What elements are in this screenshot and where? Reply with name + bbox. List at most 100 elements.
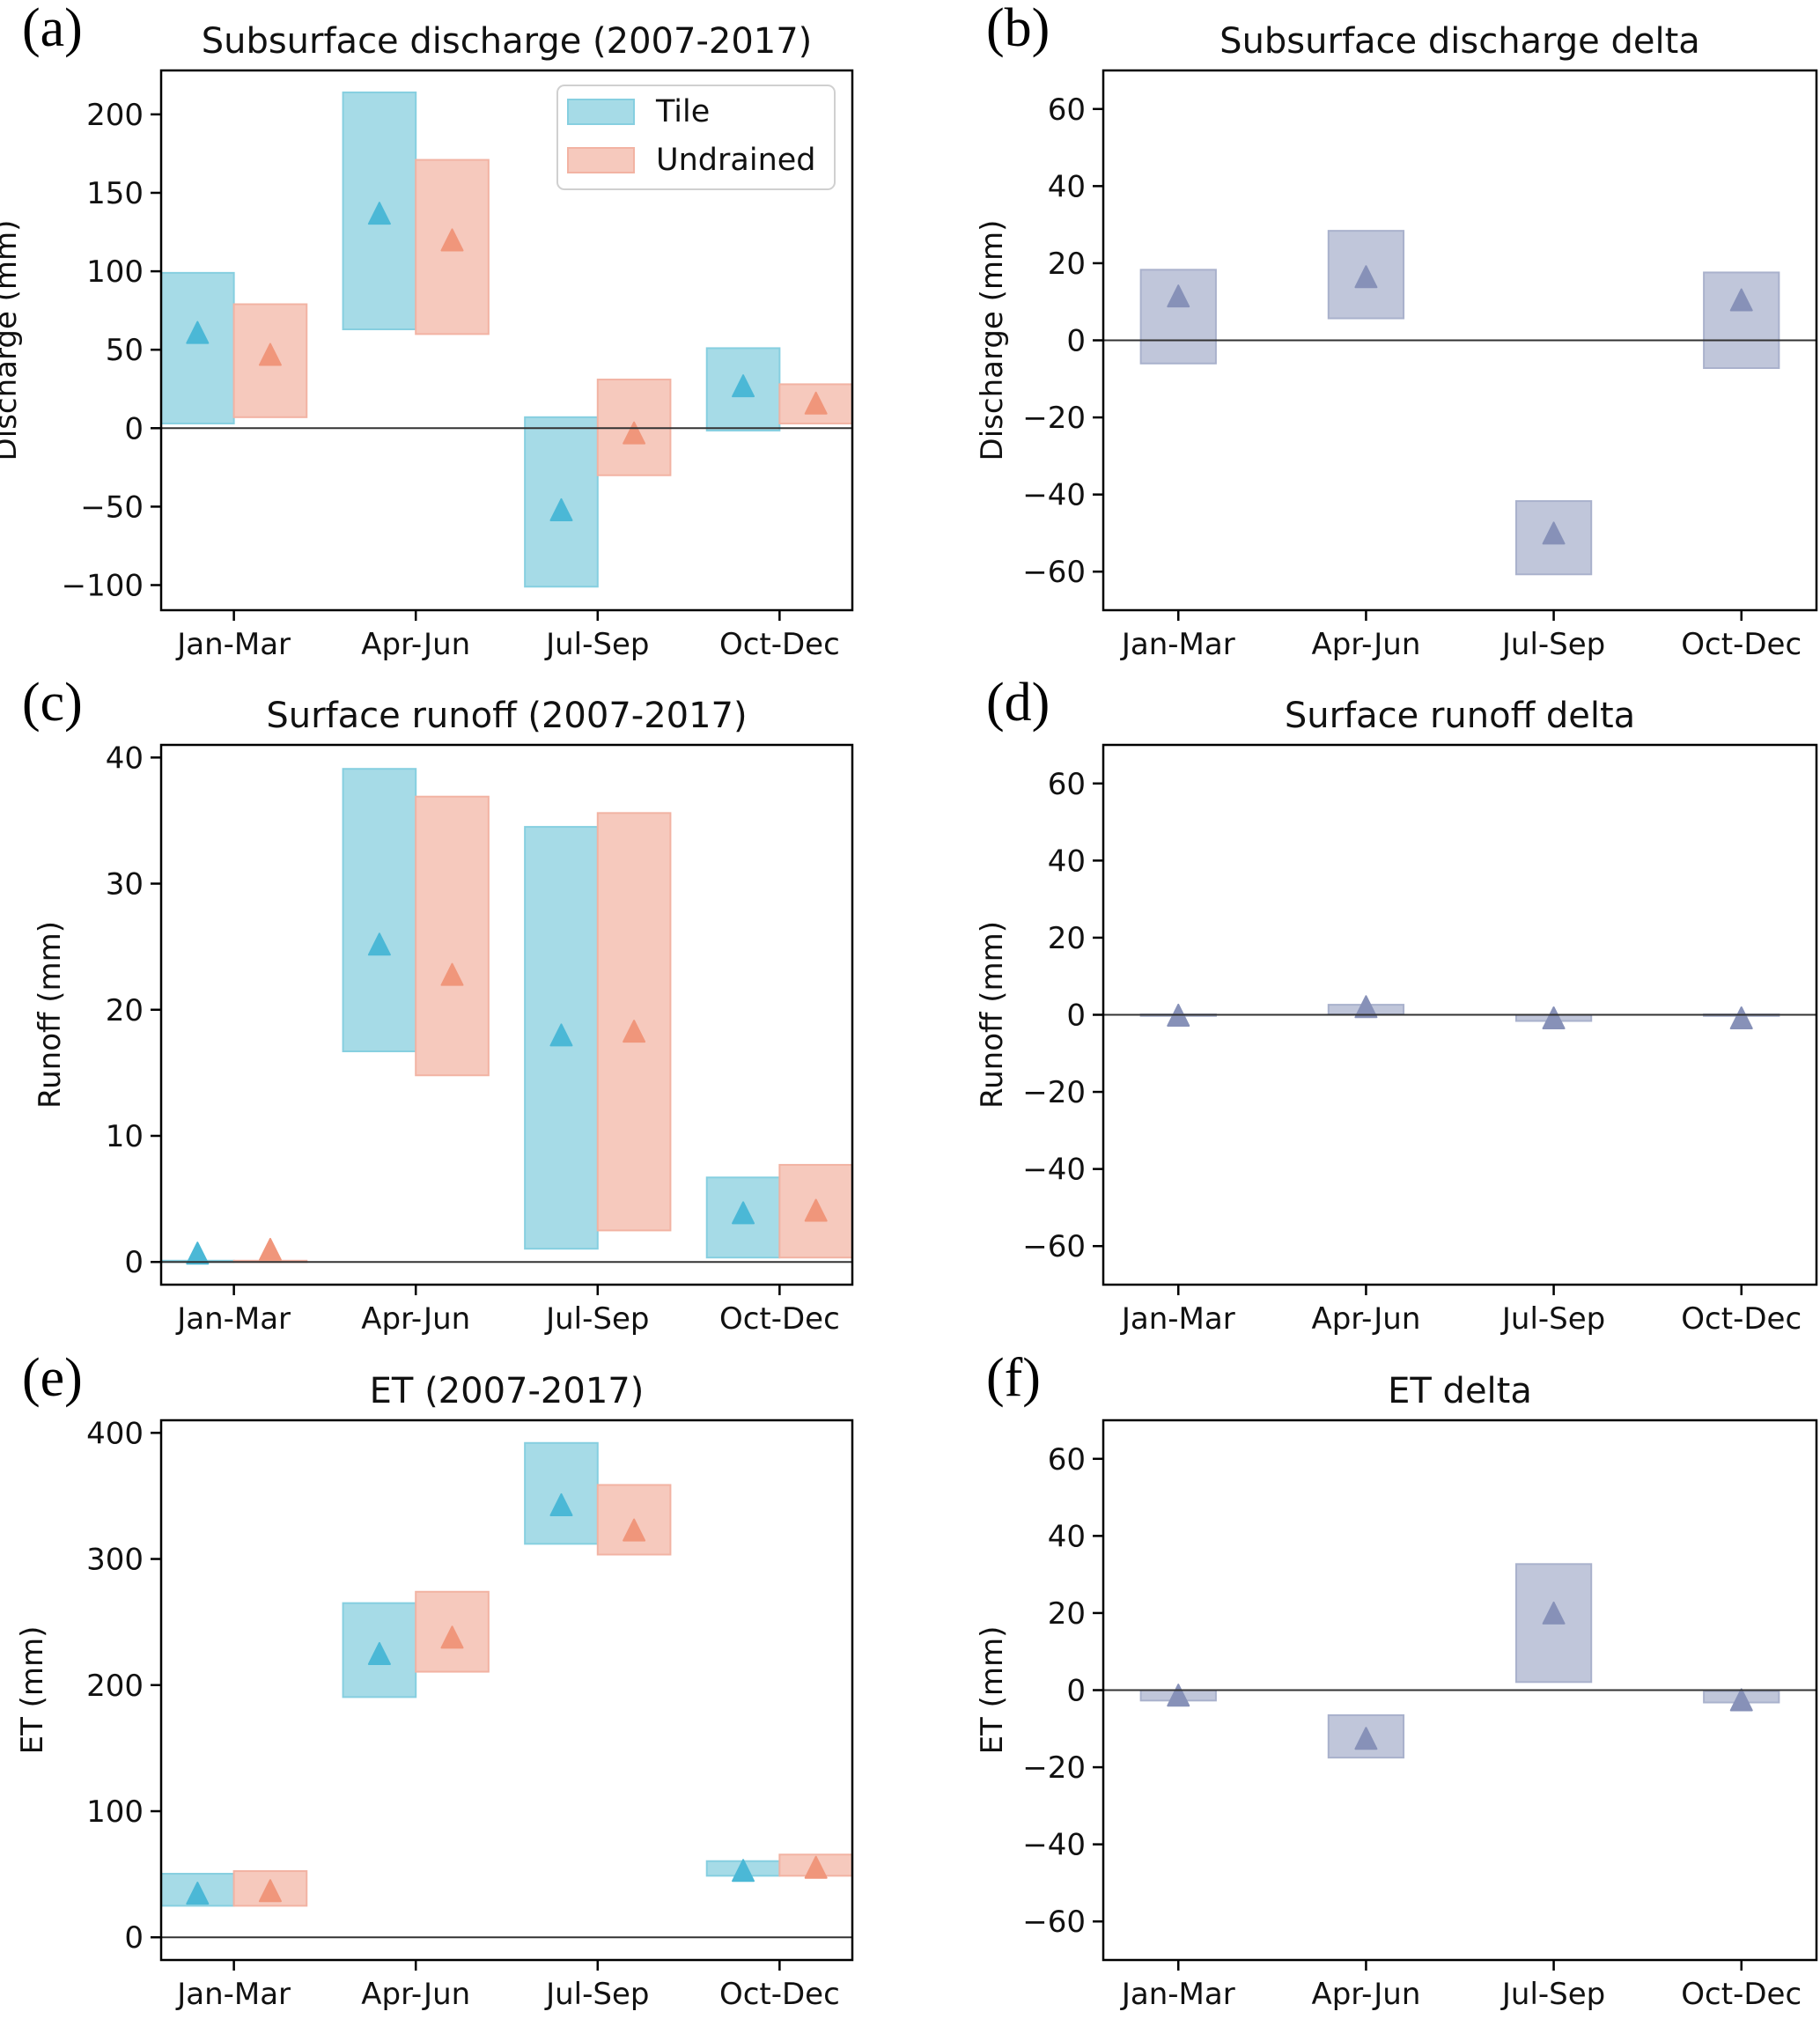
- range-box-undrained: [596, 812, 672, 1232]
- y-tick-label: −20: [1022, 401, 1086, 436]
- y-tick-label: −60: [1022, 1229, 1086, 1264]
- panel-label: (c): [22, 673, 83, 733]
- y-tick-label: 30: [106, 867, 144, 903]
- axes-frame: [159, 69, 854, 612]
- plot-title: ET delta: [1388, 1371, 1532, 1411]
- mean-marker-undrained: [623, 1020, 646, 1043]
- mean-marker-tile: [186, 1882, 210, 1905]
- mean-marker-delta: [1354, 1727, 1378, 1750]
- x-tick-label: Oct-Dec: [1681, 1301, 1802, 1337]
- range-box-tile: [161, 271, 235, 424]
- mean-marker-tile: [549, 1492, 573, 1516]
- x-tick-label: Oct-Dec: [719, 1977, 840, 2012]
- mean-marker-tile: [732, 1201, 755, 1225]
- x-tick-label: Jul-Sep: [544, 1977, 649, 2012]
- x-tick-label: Jul-Sep: [544, 1301, 649, 1337]
- x-tick-label: Apr-Jun: [361, 1977, 470, 2012]
- y-tick-label: 100: [86, 1794, 144, 1830]
- plot-area: [1139, 995, 1780, 1029]
- mean-marker-undrained: [258, 1879, 282, 1903]
- y-axis-title: Discharge (mm): [0, 220, 24, 461]
- x-tick-label: Apr-Jun: [361, 627, 470, 662]
- panel-e: 0 100 200 300 400 Jan-Mar Apr-Jun Jul-Sep Oct-De…: [15, 1348, 854, 2012]
- y-axis-title: Runoff (mm): [33, 921, 68, 1109]
- y-tick-label: 50: [106, 333, 144, 368]
- y-tick-label: −40: [1022, 1153, 1086, 1188]
- panel-label: (a): [22, 0, 83, 58]
- x-tick-label: Jul-Sep: [544, 627, 649, 662]
- mean-marker-delta: [1167, 1684, 1190, 1707]
- legend-swatch-undrained: [567, 147, 635, 173]
- y-tick-label: 300: [86, 1543, 144, 1578]
- y-tick-label: 60: [1048, 92, 1086, 128]
- mean-marker-undrained: [258, 343, 282, 366]
- mean-marker-tile: [186, 321, 210, 344]
- y-axis-title: ET (mm): [975, 1626, 1010, 1755]
- plot-title: Subsurface discharge delta: [1219, 21, 1700, 62]
- y-tick-label: −60: [1022, 1905, 1086, 1940]
- plot-area: [161, 768, 852, 1265]
- panel-label: (b): [986, 0, 1050, 58]
- plot-title: Surface runoff delta: [1285, 696, 1635, 736]
- mean-marker-tile: [367, 932, 391, 956]
- mean-marker-delta: [1167, 284, 1190, 308]
- axes-frame: [159, 743, 854, 1286]
- mean-marker-delta: [1542, 1006, 1566, 1029]
- y-tick-label: −100: [62, 568, 144, 603]
- y-tick-label: −40: [1022, 478, 1086, 513]
- mean-marker-undrained: [623, 1518, 646, 1542]
- y-tick-label: −40: [1022, 1828, 1086, 1863]
- x-tick-label: Jul-Sep: [1500, 1977, 1605, 2012]
- y-tick-label: 400: [86, 1416, 144, 1451]
- mean-marker-undrained: [440, 1625, 464, 1649]
- range-box-tile: [342, 91, 417, 331]
- x-tick-label: Oct-Dec: [719, 627, 840, 662]
- range-box-undrained: [415, 795, 490, 1077]
- panel-c: 0 10 20 30 40 Jan-Mar Apr-Jun Jul-Sep Oct-Dec Run…: [22, 673, 854, 1337]
- x-tick-label: Jan-Mar: [1120, 1301, 1235, 1337]
- x-tick-label: Jan-Mar: [175, 627, 291, 662]
- plot-title: Subsurface discharge (2007-2017): [202, 21, 813, 62]
- mean-marker-delta: [1354, 265, 1378, 289]
- y-tick-label: 10: [106, 1119, 144, 1154]
- x-tick-label: Oct-Dec: [1681, 1977, 1802, 2012]
- y-tick-label: −20: [1022, 1075, 1086, 1110]
- y-tick-label: 20: [1048, 1596, 1086, 1632]
- x-tick-label: Apr-Jun: [1311, 627, 1420, 662]
- x-tick-label: Jul-Sep: [1500, 1301, 1605, 1337]
- mean-marker-delta: [1354, 995, 1378, 1019]
- mean-marker-delta: [1542, 521, 1566, 545]
- x-tick-label: Oct-Dec: [1681, 627, 1802, 662]
- plot-area: [1139, 1563, 1780, 1759]
- y-tick-label: 0: [1066, 324, 1086, 359]
- x-tick-label: Jul-Sep: [1500, 627, 1605, 662]
- y-tick-label: 60: [1048, 1442, 1086, 1477]
- panel-label: (e): [22, 1348, 83, 1408]
- x-tick-label: Apr-Jun: [1311, 1977, 1420, 2012]
- mean-marker-undrained: [258, 1237, 282, 1261]
- y-tick-label: 0: [124, 411, 144, 446]
- x-tick-label: Apr-Jun: [361, 1301, 470, 1337]
- y-tick-label: 20: [1048, 247, 1086, 282]
- mean-marker-undrained: [623, 421, 646, 445]
- mean-marker-tile: [367, 1641, 391, 1665]
- x-tick-label: Jan-Mar: [175, 1977, 291, 2012]
- y-tick-label: 40: [1048, 169, 1086, 204]
- mean-marker-delta: [1542, 1601, 1566, 1625]
- y-tick-label: 40: [1048, 844, 1086, 879]
- mean-marker-tile: [732, 374, 755, 398]
- y-axis-title: ET (mm): [15, 1626, 50, 1755]
- y-axis-title: Discharge (mm): [975, 220, 1010, 461]
- x-tick-label: Apr-Jun: [1311, 1301, 1420, 1337]
- y-tick-label: 0: [1066, 998, 1086, 1034]
- y-tick-label: 60: [1048, 767, 1086, 802]
- range-box-delta: [1703, 271, 1780, 370]
- mean-marker-tile: [367, 202, 391, 225]
- range-box-tile: [342, 768, 417, 1053]
- panel-b: −60 −40 −20 0 20 40 60 Jan-Mar Apr-Jun Jul-Sep Oct…: [975, 0, 1818, 662]
- mean-marker-undrained: [440, 228, 464, 252]
- y-tick-label: 40: [106, 741, 144, 776]
- range-box-delta: [1139, 269, 1217, 365]
- plot-area: [1139, 230, 1780, 576]
- y-tick-label: 200: [86, 1669, 144, 1704]
